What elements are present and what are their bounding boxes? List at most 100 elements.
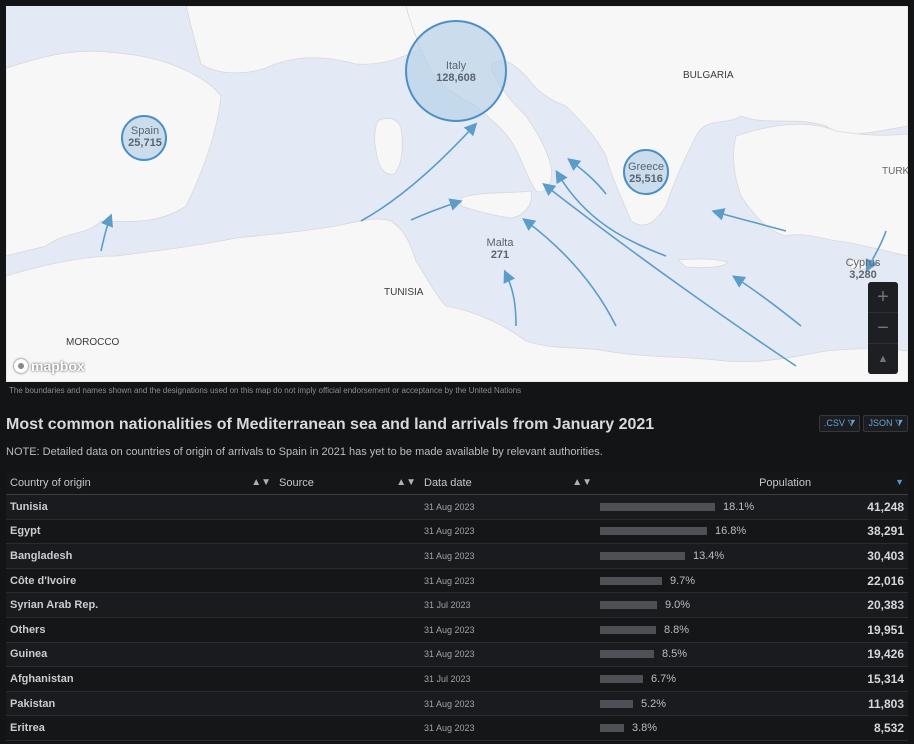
cell-date: 31 Aug 2023 <box>420 543 596 569</box>
share-percent: 9.0% <box>665 599 691 612</box>
sort-desc-icon[interactable]: ▼ <box>895 477 904 487</box>
sort-icon[interactable]: ▲▼ <box>251 477 271 488</box>
cell-country: Côte d'Ivoire <box>6 568 275 594</box>
table-row[interactable]: Tunisia 31 Aug 2023 18.1% 41,248 <box>6 494 908 520</box>
share-bar <box>600 601 657 610</box>
cell-country: Afghanistan <box>6 666 275 692</box>
cell-population-value: 41,248 <box>760 494 908 520</box>
cell-population-bar: 16.8% <box>596 519 760 545</box>
table-row[interactable]: Others 31 Aug 2023 8.8% 19,951 <box>6 617 908 643</box>
zoom-in-button[interactable]: + <box>868 282 898 313</box>
zoom-out-button[interactable]: − <box>868 313 898 344</box>
land-italy-balkans <box>405 6 908 226</box>
share-bar <box>600 502 715 511</box>
arrow-egypt-crete <box>731 275 802 327</box>
bubble-country: Greece <box>627 161 665 173</box>
bubble-count: 3,280 <box>849 269 877 281</box>
cell-date: 31 Aug 2023 <box>420 568 596 594</box>
compass-button[interactable]: ▲ <box>877 353 889 365</box>
table-row[interactable]: Afghanistan 31 Jul 2023 6.7% 15,314 <box>6 666 908 692</box>
cell-population-value: 11,803 <box>760 691 908 717</box>
bubble-country: Cyprus <box>845 257 881 269</box>
cell-date: 31 Aug 2023 <box>420 642 596 668</box>
sort-icon[interactable]: ▲▼ <box>396 477 416 488</box>
arrow-turkey-greece <box>711 208 787 232</box>
share-bar <box>600 650 654 659</box>
bubble-country: Italy <box>445 60 467 72</box>
land-iberia <box>6 50 222 257</box>
share-percent: 8.5% <box>662 648 688 661</box>
table-header-row: Country of origin ▲▼ Source ▲▼ Data date ▲▼… <box>6 472 908 495</box>
label-morocco: MOROCCO <box>66 337 120 348</box>
cell-date: 31 Jul 2023 <box>420 666 596 692</box>
land-sicily <box>460 190 533 219</box>
table-row[interactable]: Egypt 31 Aug 2023 16.8% 38,291 <box>6 519 908 545</box>
bubble-greece <box>623 149 669 195</box>
bar-wrap: 9.0% <box>600 599 756 612</box>
share-percent: 13.4% <box>693 549 725 562</box>
arrow-egypt-italy <box>542 183 797 367</box>
rss-icon: ⧩ <box>847 418 856 428</box>
cell-population-value: 19,951 <box>760 617 908 643</box>
cell-population-bar: 3.8% <box>596 715 760 741</box>
cell-date: 31 Jul 2023 <box>420 592 596 618</box>
share-percent: 8.8% <box>664 623 690 636</box>
cell-source <box>275 519 420 545</box>
map[interactable]: BULGARIA TURK TUNISIA MOROCCO Italy 128,… <box>6 6 908 382</box>
cell-population-bar: 9.0% <box>596 592 760 618</box>
header-source[interactable]: Source ▲▼ <box>275 472 420 495</box>
cell-population-value: 22,016 <box>760 568 908 594</box>
cell-source <box>275 592 420 618</box>
share-bar <box>600 576 662 585</box>
table-row[interactable]: Guinea 31 Aug 2023 8.5% 19,426 <box>6 642 908 668</box>
cell-date: 31 Aug 2023 <box>420 494 596 520</box>
map-canvas[interactable] <box>6 6 908 382</box>
cell-country: Pakistan <box>6 691 275 717</box>
cell-country: Bangladesh <box>6 543 275 569</box>
cell-population-value: 8,532 <box>760 715 908 741</box>
cell-population-bar: 8.8% <box>596 617 760 643</box>
share-percent: 5.2% <box>641 697 667 710</box>
rss-icon: ⧩ <box>894 418 903 428</box>
header-date[interactable]: Data date ▲▼ <box>420 472 596 495</box>
json-button[interactable]: JSON ⧩ <box>863 415 908 432</box>
mapbox-logo[interactable]: mapbox <box>14 358 85 374</box>
sort-icon[interactable]: ▲▼ <box>572 477 592 488</box>
cell-population-value: 20,383 <box>760 592 908 618</box>
table-row[interactable]: Bangladesh 31 Aug 2023 13.4% 30,403 <box>6 543 908 569</box>
arrow-libya-italy-1 <box>522 218 617 327</box>
zoom-control: + − ▲ <box>868 282 898 374</box>
table-row[interactable]: Côte d'Ivoire 31 Aug 2023 9.7% 22,016 <box>6 568 908 594</box>
bubble-country: Spain <box>130 125 160 137</box>
bar-wrap: 9.7% <box>600 574 756 587</box>
land-north-africa <box>6 218 908 382</box>
table-row[interactable]: Eritrea 31 Aug 2023 3.8% 8,532 <box>6 715 908 741</box>
arrow-tunisia-sicily <box>410 198 463 221</box>
table-row[interactable]: Syrian Arab Rep. 31 Jul 2023 9.0% 20,383 <box>6 592 908 618</box>
share-bar <box>600 674 643 683</box>
csv-button[interactable]: .CSV ⧩ <box>818 415 861 432</box>
share-bar <box>600 551 685 560</box>
bubble-count: 25,516 <box>629 173 663 185</box>
bubble-country: Malta <box>486 237 514 249</box>
bubble-label-malta: Malta 271 <box>487 237 514 261</box>
share-bar <box>600 625 656 634</box>
bar-wrap: 8.8% <box>600 623 756 636</box>
share-percent: 9.7% <box>670 574 696 587</box>
cell-country: Eritrea <box>6 715 275 741</box>
cell-population-bar: 13.4% <box>596 543 760 569</box>
label-bulgaria: BULGARIA <box>683 70 734 81</box>
map-disclaimer: The boundaries and names shown and the d… <box>9 386 522 395</box>
label-tunisia: TUNISIA <box>384 287 424 298</box>
cell-country: Others <box>6 617 275 643</box>
arrow-libya-malta <box>503 269 517 327</box>
header-population[interactable]: Population ▼ <box>596 472 908 495</box>
cell-population-value: 15,314 <box>760 666 908 692</box>
mapbox-icon <box>14 359 28 373</box>
header-country[interactable]: Country of origin ▲▼ <box>6 472 275 495</box>
table-row[interactable]: Pakistan 31 Aug 2023 5.2% 11,803 <box>6 691 908 717</box>
share-percent: 3.8% <box>632 722 658 735</box>
share-percent: 6.7% <box>651 672 677 685</box>
cell-date: 31 Aug 2023 <box>420 715 596 741</box>
cell-population-bar: 9.7% <box>596 568 760 594</box>
